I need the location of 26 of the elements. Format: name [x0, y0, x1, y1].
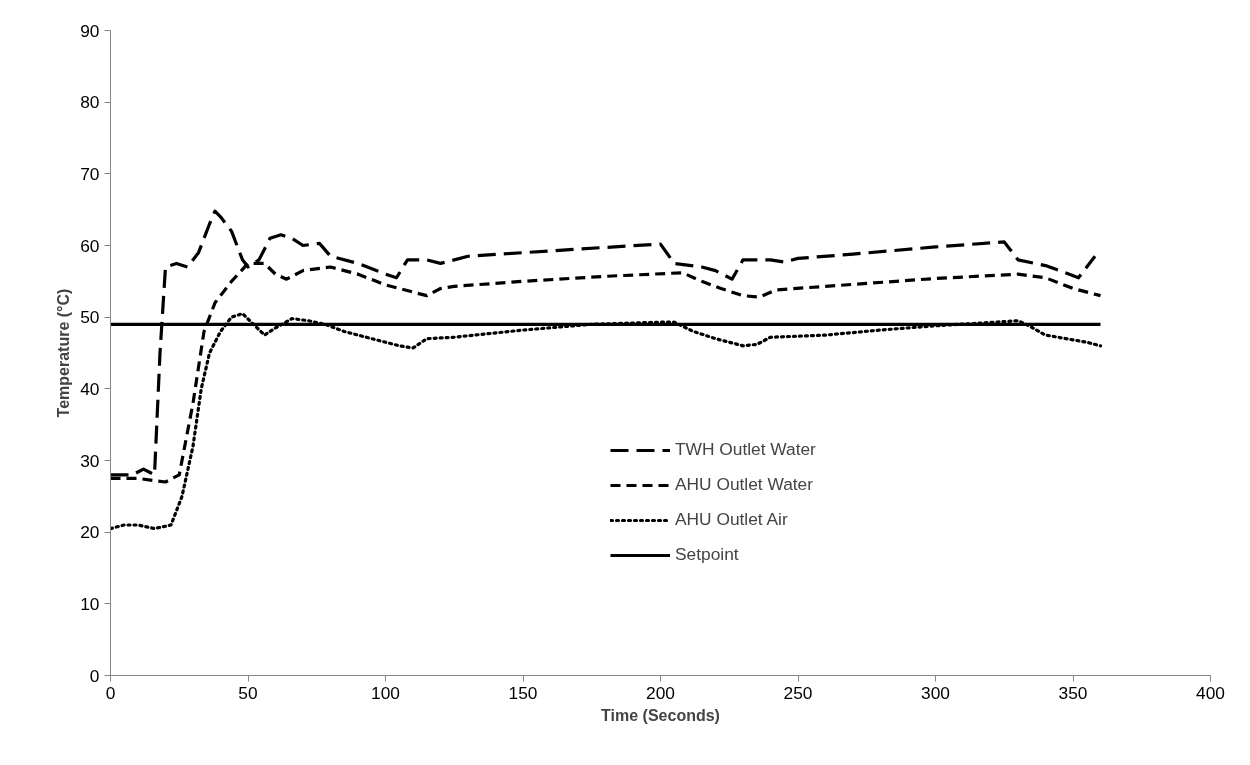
- legend-label: AHU Outlet Air: [675, 509, 788, 530]
- y-tick-label: 80: [80, 92, 100, 113]
- y-tick-label: 20: [80, 522, 100, 543]
- y-tick-label: 60: [80, 235, 100, 256]
- x-tick-label: 0: [105, 682, 116, 703]
- legend-label: AHU Outlet Water: [675, 474, 814, 495]
- y-tick-label: 90: [80, 20, 100, 41]
- legend-label: TWH Outlet Water: [675, 439, 816, 460]
- y-tick-label: 50: [80, 307, 100, 328]
- y-tick-label: 10: [80, 593, 100, 614]
- legend-label: Setpoint: [675, 544, 739, 565]
- x-tick-label: 50: [238, 682, 258, 703]
- y-tick-label: 70: [80, 163, 100, 184]
- y-axis-title: Temperature (°C): [55, 288, 73, 418]
- x-tick-label: 100: [371, 682, 400, 703]
- y-tick-label: 40: [80, 378, 100, 399]
- y-tick-label: 0: [89, 665, 100, 686]
- x-tick-label: 400: [1196, 682, 1225, 703]
- y-tick-label: 30: [80, 450, 100, 471]
- line-series: [110, 311, 1103, 531]
- x-axis-title: Time (Seconds): [601, 706, 720, 724]
- x-tick-label: 350: [1058, 682, 1088, 703]
- x-tick-label: 300: [921, 682, 950, 703]
- x-tick-label: 150: [508, 682, 538, 703]
- x-tick-label: 250: [783, 682, 813, 703]
- x-tick-label: 200: [646, 682, 675, 703]
